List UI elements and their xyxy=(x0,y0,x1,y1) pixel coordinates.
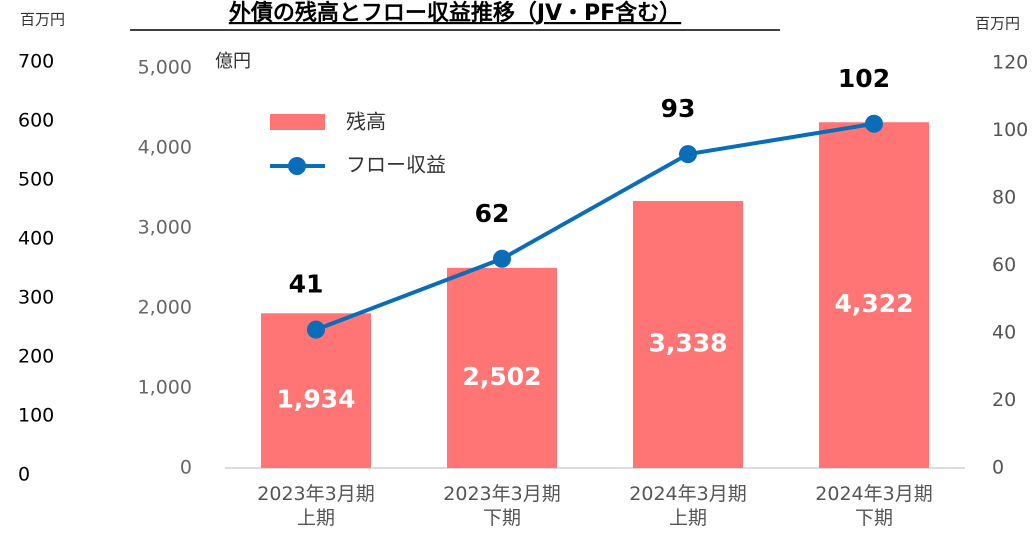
x-tick-label: 2024年3月期 上期 xyxy=(629,483,747,529)
line-value-label: 62 xyxy=(475,199,510,228)
x-tick-label: 2023年3月期 下期 xyxy=(443,483,561,529)
y-tick-label: 4,000 xyxy=(138,137,192,159)
bar xyxy=(819,122,929,469)
y0-tick-label: 0 xyxy=(18,464,30,486)
y-tick-label: 0 xyxy=(180,457,192,479)
legend-label: フロー収益 xyxy=(346,153,446,177)
y2-tick-label: 40 xyxy=(992,322,1016,344)
y-tick-label: 5,000 xyxy=(138,57,192,79)
bar-value-label: 3,338 xyxy=(648,328,727,357)
line-marker xyxy=(865,114,883,133)
y2-tick-label: 120 xyxy=(992,52,1028,74)
y2-tick-label: 0 xyxy=(992,457,1004,479)
y0-tick-label: 200 xyxy=(18,346,54,368)
y2-unit: 百万円 xyxy=(975,15,1020,33)
bar-value-label: 4,322 xyxy=(834,289,913,318)
line xyxy=(315,121,875,332)
y0-tick-label: 600 xyxy=(18,110,54,132)
y0-tick-label: 300 xyxy=(18,287,54,309)
bar-value-label: 1,934 xyxy=(276,385,355,414)
y-tick-label: 2,000 xyxy=(138,297,192,319)
y-tick-label: 3,000 xyxy=(138,217,192,239)
chart-title: 外債の残高とフロー収益推移（JV・PF含む） xyxy=(229,0,681,26)
y2-tick-label: 60 xyxy=(992,254,1016,276)
y-unit: 億円 xyxy=(215,51,251,72)
y0-tick-label: 700 xyxy=(18,51,54,73)
line-value-label: 41 xyxy=(289,270,324,299)
line-value-label: 93 xyxy=(661,94,696,123)
x-tick-label: 2023年3月期 上期 xyxy=(257,483,375,529)
bar xyxy=(633,200,743,468)
y-tick-label: 1,000 xyxy=(138,377,192,399)
legend-marker xyxy=(288,157,306,175)
y2-tick-label: 80 xyxy=(992,187,1016,209)
y0-tick-label: 500 xyxy=(18,169,54,191)
y0-unit: 百万円 xyxy=(20,11,65,29)
legend-label: 残高 xyxy=(346,110,386,134)
line-marker xyxy=(307,320,325,339)
bar xyxy=(447,267,557,468)
line-marker xyxy=(679,145,697,164)
x-tick-label: 2024年3月期 下期 xyxy=(815,483,933,529)
y0-tick-label: 400 xyxy=(18,228,54,250)
y0-tick-label: 100 xyxy=(18,405,54,427)
bar-value-label: 2,502 xyxy=(462,362,541,391)
legend-swatch xyxy=(270,114,325,130)
bar xyxy=(261,313,371,468)
line-value-label: 102 xyxy=(838,64,890,93)
y2-tick-label: 20 xyxy=(992,389,1016,411)
line-marker xyxy=(493,249,511,268)
y2-tick-label: 100 xyxy=(992,119,1028,141)
